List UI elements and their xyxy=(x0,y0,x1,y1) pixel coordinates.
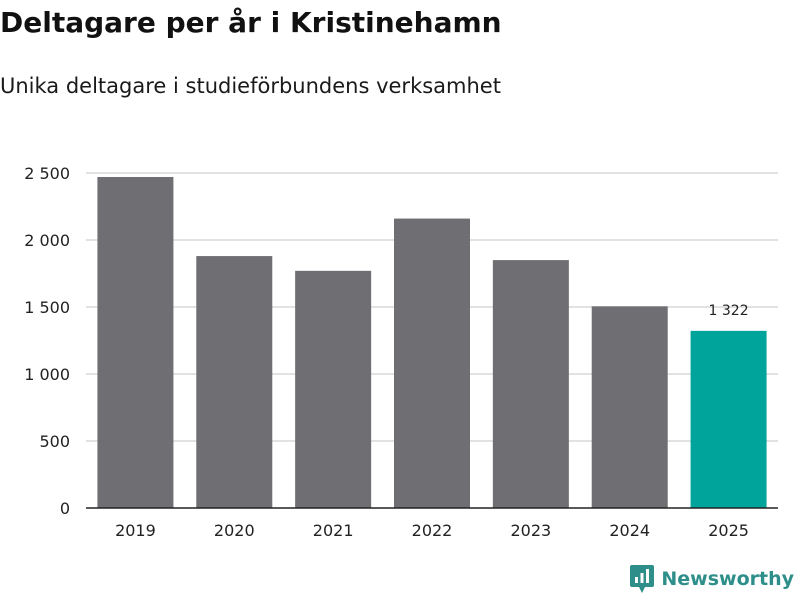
bar xyxy=(295,270,372,508)
brand: Newsworthy xyxy=(629,564,794,594)
bar xyxy=(492,260,569,508)
bar xyxy=(591,306,668,508)
x-tick-label: 2020 xyxy=(214,521,255,540)
chart-title: Deltagare per år i Kristinehamn xyxy=(0,6,502,39)
bar xyxy=(394,218,470,508)
y-tick-label: 2 000 xyxy=(24,231,70,250)
x-tick-label: 2019 xyxy=(115,521,156,540)
x-tick-label: 2021 xyxy=(313,521,354,540)
bar xyxy=(97,177,174,508)
chart-subtitle: Unika deltagare i studieförbundens verks… xyxy=(0,74,501,98)
bar xyxy=(196,256,273,508)
x-tick-label: 2023 xyxy=(510,521,551,540)
y-tick-label: 2 500 xyxy=(24,164,70,183)
y-tick-label: 1 500 xyxy=(24,298,70,317)
newsworthy-logo-icon xyxy=(630,565,655,593)
x-tick-label: 2025 xyxy=(708,521,749,540)
x-tick-label: 2022 xyxy=(412,521,453,540)
bar xyxy=(690,330,767,508)
y-tick-label: 0 xyxy=(60,499,70,518)
x-tick-label: 2024 xyxy=(609,521,650,540)
y-tick-label: 1 000 xyxy=(24,365,70,384)
y-tick-label: 500 xyxy=(39,432,70,451)
data-label: 1 322 xyxy=(709,303,749,319)
brand-name: Newsworthy xyxy=(661,568,794,590)
